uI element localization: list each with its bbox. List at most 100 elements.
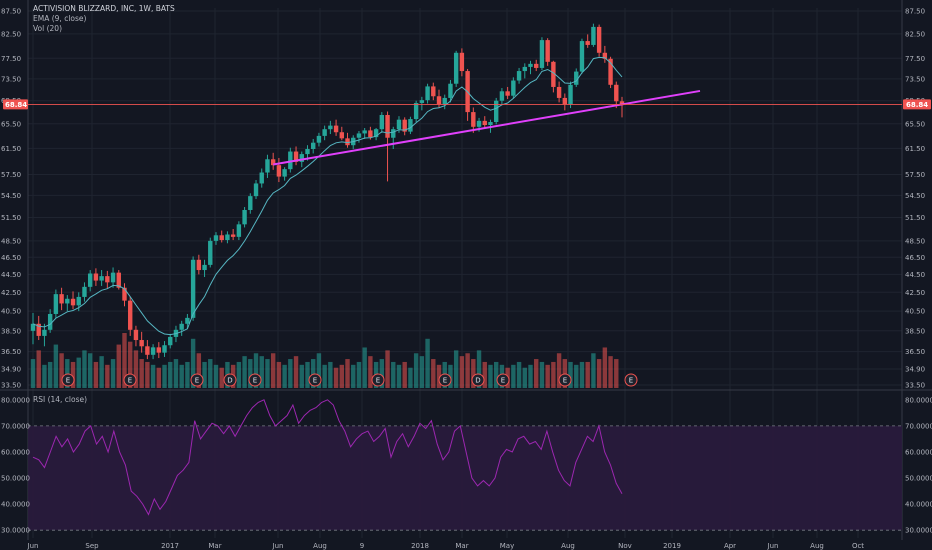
candle-body xyxy=(619,101,625,105)
event-marker-label: E xyxy=(195,377,199,385)
rsi-band xyxy=(28,425,902,531)
volume-bar xyxy=(511,364,516,388)
candle-body xyxy=(391,129,396,138)
event-marker xyxy=(496,373,510,387)
current-price-label-right: 68.84 xyxy=(906,101,928,109)
time-tick-label: Jun xyxy=(767,542,779,550)
volume-bar xyxy=(482,361,487,388)
price-tick-right: 61.50 xyxy=(905,145,925,153)
price-tick-left: 34.90 xyxy=(1,366,21,374)
rsi-tick-right: 80.0000 xyxy=(905,396,932,404)
price-tick-left: 87.50 xyxy=(1,8,21,16)
candle-body xyxy=(293,151,299,162)
candle-body xyxy=(556,86,562,98)
volume-bar xyxy=(202,361,207,388)
volume-bar xyxy=(602,347,608,388)
volume-bar xyxy=(219,367,224,388)
candle-body xyxy=(93,273,99,281)
volume-bar xyxy=(608,356,613,388)
volume-bar xyxy=(328,361,333,388)
price-tick-left: 61.50 xyxy=(1,145,21,153)
volume-bar xyxy=(276,361,282,388)
volume-legend[interactable]: Vol (20) xyxy=(33,24,63,33)
candle-body xyxy=(122,287,127,301)
volume-bar xyxy=(168,361,173,388)
rsi-legend[interactable]: RSI (14, close) xyxy=(33,395,88,404)
volume-bar xyxy=(545,364,550,388)
trendline xyxy=(28,89,902,166)
price-tick-right: 33.50 xyxy=(905,382,925,390)
volume-bar xyxy=(282,364,287,388)
volume-bar xyxy=(311,359,316,388)
candle-body xyxy=(53,294,59,314)
price-tick-right: 48.50 xyxy=(905,237,925,245)
volume-bar xyxy=(528,364,533,388)
volume-bar xyxy=(36,350,41,388)
candle-body xyxy=(596,26,602,53)
price-tick-left: 46.50 xyxy=(1,254,21,262)
time-axis[interactable]: Jun Sep 2017 Mar Jun Aug 9 2018 Mar May Aug Nov 2019… xyxy=(27,542,865,550)
volume-bar xyxy=(333,367,339,388)
candle-body xyxy=(185,317,190,324)
candle-body xyxy=(110,272,116,283)
time-tick-label: Jun xyxy=(272,542,284,550)
candle-body xyxy=(362,130,367,134)
candle-body xyxy=(488,122,493,125)
volume-bars xyxy=(30,333,619,388)
rsi-tick-left: 50.0000 xyxy=(1,475,30,483)
candle-body xyxy=(59,294,64,304)
volume-bar xyxy=(476,350,482,388)
rsi-panel xyxy=(28,399,902,531)
volume-bar xyxy=(556,353,562,388)
candle-body xyxy=(425,86,430,101)
candle-body xyxy=(476,120,482,127)
volume-bar xyxy=(345,359,350,388)
candle-body xyxy=(579,41,585,72)
event-marker xyxy=(471,373,485,387)
rsi-tick-left: 30.0000 xyxy=(1,527,30,535)
candle-body xyxy=(99,276,104,281)
candle-body xyxy=(230,234,236,237)
candle-body xyxy=(253,183,259,197)
volume-bar xyxy=(379,359,385,388)
volume-bar xyxy=(431,359,436,388)
rsi-tick-right: 30.0000 xyxy=(905,527,932,535)
volume-bar xyxy=(190,338,196,388)
volume-bar xyxy=(185,361,190,388)
volume-bar xyxy=(139,359,144,388)
candle-body xyxy=(248,196,253,210)
candle-body xyxy=(213,235,219,241)
volume-bar xyxy=(351,364,356,388)
price-tick-left: 65.50 xyxy=(1,120,21,128)
candle-body xyxy=(30,323,36,331)
volume-bar xyxy=(534,359,539,388)
price-axis[interactable]: 87.50 87.50 82.50 82.50 77.50 77.50 73.50 73.50… xyxy=(1,8,932,535)
volume-bar xyxy=(316,353,322,388)
volume-bar xyxy=(356,361,362,388)
rsi-tick-right: 40.0000 xyxy=(905,501,932,509)
candle-body xyxy=(448,83,453,98)
candle-body xyxy=(459,52,465,72)
price-tick-right: 87.50 xyxy=(905,8,925,16)
candle-body xyxy=(190,259,196,318)
time-tick-label: Jun xyxy=(27,542,39,550)
candle-body xyxy=(328,125,333,130)
price-tick-left: 42.50 xyxy=(1,289,21,297)
time-tick-label: Aug xyxy=(561,542,575,550)
ema-legend[interactable]: EMA (9, close) xyxy=(33,14,87,23)
rsi-tick-right: 70.0000 xyxy=(905,422,932,430)
candle-body xyxy=(608,58,613,85)
volume-bar xyxy=(299,364,304,388)
volume-bar xyxy=(413,353,419,388)
candle-body xyxy=(368,130,373,138)
volume-bar xyxy=(539,361,545,388)
time-tick-label: Nov xyxy=(618,542,632,550)
volume-bar xyxy=(105,364,110,388)
candle-body xyxy=(270,159,276,166)
price-tick-right: 73.50 xyxy=(905,75,925,83)
candle-body xyxy=(379,114,385,130)
candle-body xyxy=(311,142,316,149)
price-tick-left: 57.50 xyxy=(1,171,21,179)
volume-bar xyxy=(471,359,476,388)
volume-bar xyxy=(270,353,276,388)
